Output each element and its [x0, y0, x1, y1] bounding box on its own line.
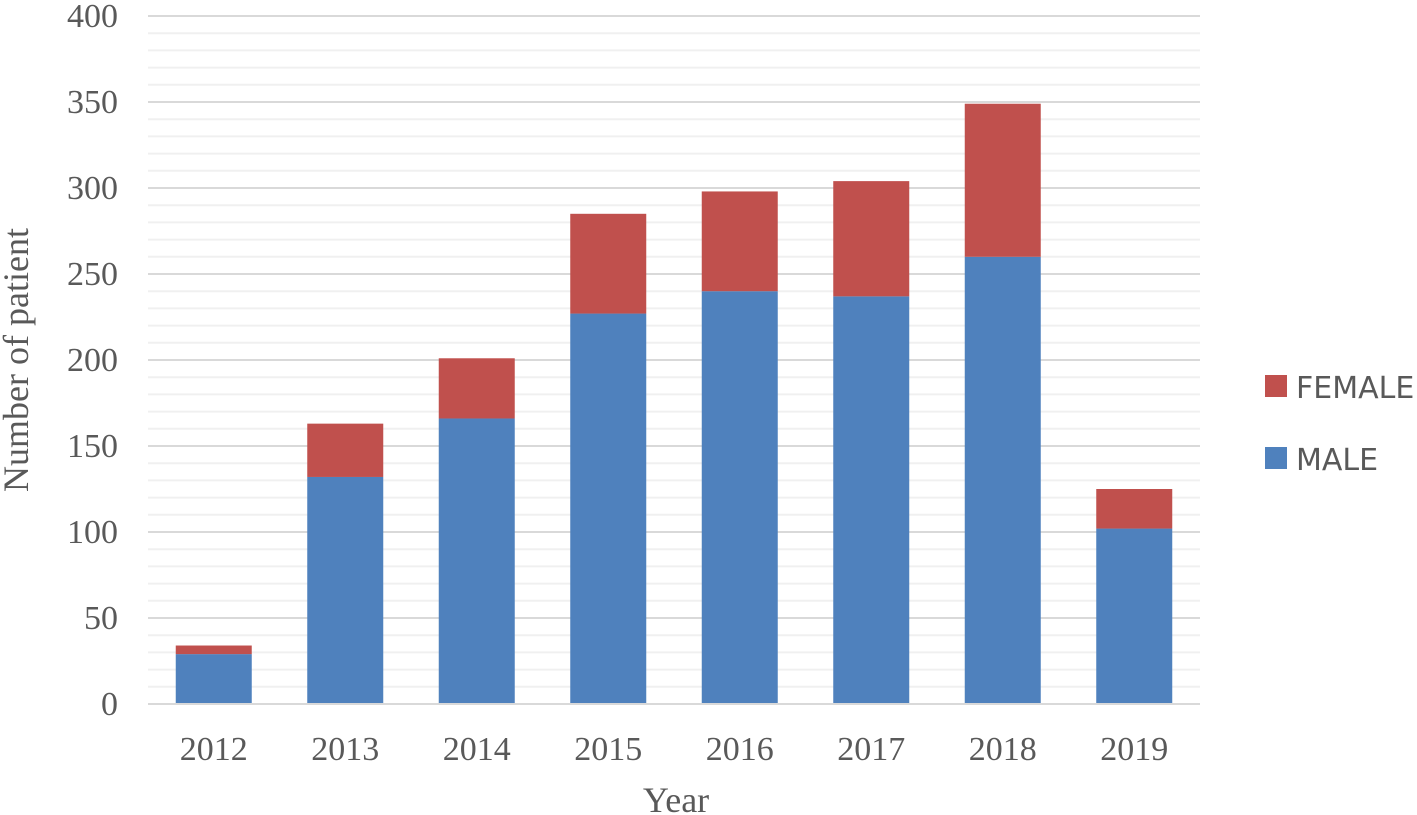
gridlines: [148, 15, 1200, 688]
x-tick-label: 2012: [180, 731, 248, 768]
x-tick-label: 2018: [969, 731, 1037, 768]
legend-swatch-male: [1265, 447, 1287, 469]
legend-label-male: MALE: [1296, 443, 1378, 478]
bar-female-2012: [175, 645, 252, 655]
x-tick-label: 2017: [837, 731, 905, 768]
x-axis-title: Year: [643, 780, 709, 815]
x-tick-label: 2016: [706, 731, 774, 768]
x-tick-labels: 2012 2013 2014 2015 2016 2017 2018 2019: [180, 731, 1169, 768]
y-tick-label: 400: [67, 0, 118, 35]
y-tick-label: 0: [101, 686, 118, 723]
bars: [175, 103, 1173, 704]
x-tick-label: 2015: [574, 731, 642, 768]
bar-male-2018: [964, 256, 1041, 704]
y-tick-labels: 0 50 100 150 200 250 300 350 400: [67, 0, 118, 723]
legend-swatch-female: [1265, 375, 1287, 397]
y-axis-title: Number of patient: [0, 228, 36, 492]
x-tick-label: 2013: [311, 731, 379, 768]
bar-male-2019: [1096, 528, 1173, 704]
bar-female-2017: [833, 181, 910, 297]
bar-female-2018: [964, 103, 1041, 257]
legend: FEMALE MALE: [1265, 371, 1414, 478]
y-tick-label: 50: [84, 600, 118, 637]
bar-male-2017: [833, 296, 910, 704]
y-tick-label: 350: [67, 84, 118, 121]
bar-female-2019: [1096, 489, 1173, 529]
y-tick-label: 300: [67, 170, 118, 207]
bar-male-2016: [701, 291, 778, 704]
bar-male-2015: [570, 313, 647, 704]
y-tick-label: 200: [67, 342, 118, 379]
bar-female-2013: [307, 423, 384, 477]
x-tick-label: 2014: [443, 731, 511, 768]
legend-label-female: FEMALE: [1296, 371, 1414, 406]
bar-female-2016: [701, 191, 778, 292]
bar-male-2012: [175, 654, 252, 704]
bar-male-2013: [307, 476, 384, 704]
bar-male-2014: [438, 418, 515, 704]
bar-female-2014: [438, 358, 515, 419]
y-tick-label: 250: [67, 256, 118, 293]
y-tick-label: 100: [67, 514, 118, 551]
x-tick-label: 2019: [1100, 731, 1168, 768]
y-tick-label: 150: [67, 428, 118, 465]
bar-female-2015: [570, 213, 647, 314]
